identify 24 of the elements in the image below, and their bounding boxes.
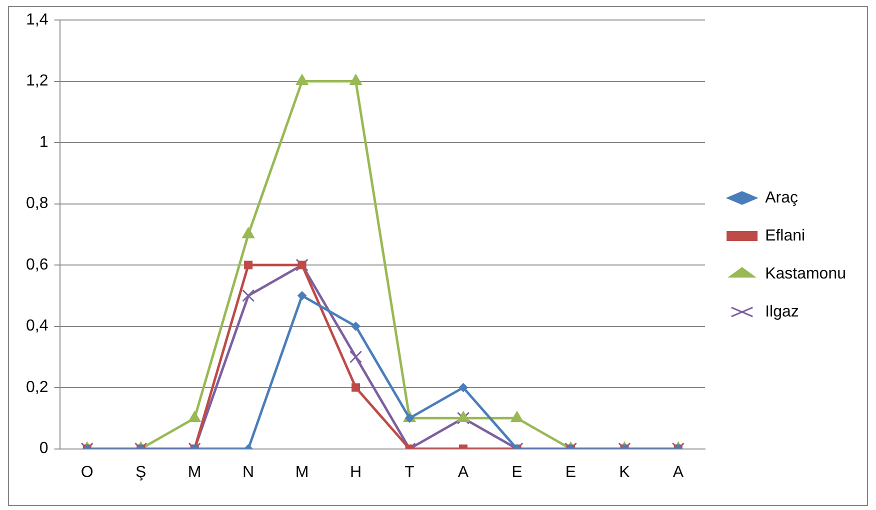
x-tick-label: O xyxy=(80,464,94,481)
x-tick-label: E xyxy=(512,464,522,481)
x-tick-label: M xyxy=(295,464,309,481)
y-tick-label: 1,2 xyxy=(26,72,48,90)
legend-label: Eflani xyxy=(765,227,806,244)
x-tick-label: H xyxy=(350,464,362,481)
y-tick-label: 0,8 xyxy=(26,195,48,212)
x-tick-label: A xyxy=(672,464,684,481)
legend-label: Araç xyxy=(765,189,798,206)
x-tick-label: Ş xyxy=(136,464,146,481)
legend-label: Ilgaz xyxy=(765,303,799,320)
y-tick-label: 1,4 xyxy=(26,11,48,28)
x-tick-label: N xyxy=(242,464,254,481)
y-tick-label: 0,2 xyxy=(26,378,48,396)
y-tick-label: 1 xyxy=(39,134,48,151)
x-tick-label: M xyxy=(188,464,202,481)
x-tick-label: E xyxy=(565,464,576,481)
y-tick-label: 0 xyxy=(39,440,48,458)
y-tick-label: 0,6 xyxy=(26,256,48,274)
x-tick-label: A xyxy=(458,464,469,481)
x-tick-label: T xyxy=(404,464,415,481)
legend-label: Kastamonu xyxy=(765,265,846,282)
x-tick-label: K xyxy=(619,464,630,481)
y-tick-label: 0,4 xyxy=(26,318,48,335)
